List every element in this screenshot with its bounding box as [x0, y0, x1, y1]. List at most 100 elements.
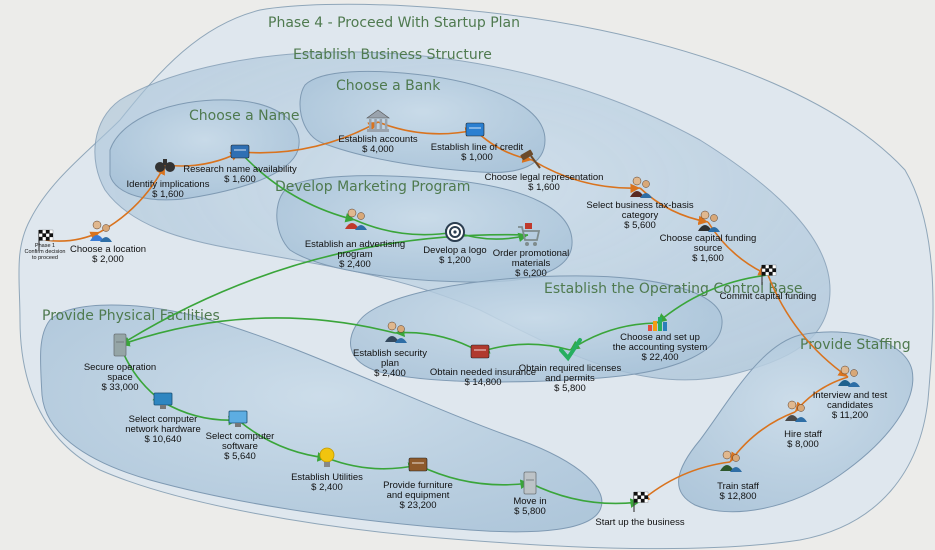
document-icon [470, 344, 490, 359]
link-train-to-startup [639, 461, 731, 503]
node-logo[interactable]: Develop a logo$ 1,200 [423, 222, 487, 266]
node-label-interview: $ 11,200 [832, 410, 868, 421]
node-label-movein: Move in [513, 496, 546, 507]
node-train[interactable]: Train staff$ 12,800 [717, 450, 759, 502]
businessman-icon [698, 210, 720, 232]
node-commit[interactable]: Commit capital funding [720, 264, 817, 302]
node-label-credit: Establish line of credit [431, 142, 524, 153]
node-label-taxbasis: $ 5,600 [624, 220, 656, 231]
bank-building-icon [366, 109, 390, 132]
node-label-accounts: Establish accounts [338, 134, 417, 145]
link-legal-to-taxbasis [531, 159, 641, 194]
node-movein[interactable]: Move in$ 5,800 [513, 471, 547, 517]
group-title-staffing: Provide Staffing [800, 337, 911, 353]
node-legal[interactable]: Choose legal representation$ 1,600 [485, 149, 604, 193]
node-label-movein: $ 5,800 [514, 506, 546, 517]
node-label-funding: $ 1,600 [692, 253, 724, 264]
node-label-startup: Start up the business [595, 517, 684, 528]
link-software-to-utilities [237, 419, 328, 462]
link-commit-to-interview [767, 274, 849, 378]
binoculars-icon [155, 159, 175, 172]
node-accounts[interactable]: Establish accounts$ 4,000 [338, 109, 418, 155]
node-label-identify: $ 1,600 [152, 189, 184, 200]
group-title-name: Choose a Name [189, 108, 299, 124]
group-regions [18, 3, 934, 550]
group-title-control: Establish the Operating Control Base [544, 281, 803, 297]
link-furniture-to-movein [417, 464, 531, 490]
node-label-legal: $ 1,600 [528, 182, 560, 193]
node-credit[interactable]: Establish line of credit$ 1,000 [431, 122, 524, 163]
monitor-icon [228, 410, 248, 427]
security-guard-icon [385, 321, 407, 343]
link-commit-to-accounting [656, 274, 769, 324]
node-label-hire: $ 8,000 [787, 439, 819, 450]
node-label-identify: Identify implications [127, 179, 210, 190]
refrigerator-icon [523, 471, 537, 495]
light-bulb-icon [319, 447, 335, 467]
link-movein-to-startup [529, 482, 641, 508]
node-label-phase1: to proceed [32, 255, 58, 261]
node-identify[interactable]: Identify implications$ 1,600 [127, 159, 210, 200]
shopping-cart-icon [518, 223, 541, 246]
node-label-interview: candidates [827, 400, 873, 411]
node-label-promo: materials [512, 258, 551, 269]
link-promo-to-space [119, 233, 529, 346]
group-region-control [349, 275, 723, 383]
node-label-licenses: and permits [545, 373, 595, 384]
group-titles: Phase 4 - Proceed With Startup Plan Esta… [42, 15, 911, 353]
group-title-business: Establish Business Structure [293, 47, 492, 63]
node-label-promo: Order promotional [493, 248, 570, 259]
node-location[interactable]: Choose a location$ 2,000 [70, 220, 146, 265]
node-label-furniture: and equipment [387, 490, 450, 501]
node-insurance[interactable]: Obtain needed insurance$ 14,800 [430, 344, 536, 388]
hiring-icon [785, 400, 807, 422]
node-startup[interactable]: Start up the business [595, 491, 685, 528]
node-label-logo: Develop a logo [423, 245, 486, 256]
node-label-phase1: Phase 1 [35, 243, 55, 249]
node-label-security: Establish security [353, 348, 427, 359]
node-hire[interactable]: Hire staff$ 8,000 [784, 400, 822, 450]
node-label-utilities: $ 2,400 [311, 482, 343, 493]
link-advertising-to-logo [354, 219, 456, 239]
businesswoman-icon [630, 176, 652, 198]
credit-card-icon [465, 122, 485, 137]
node-label-interview: Interview and test [813, 390, 888, 401]
node-label-accounting: the accounting system [613, 342, 708, 353]
target-icon [445, 222, 465, 242]
book-icon [230, 144, 250, 159]
node-label-software: software [222, 441, 258, 452]
node-label-advertising: Establish an advertising [305, 239, 405, 250]
node-label-security: plan [381, 358, 399, 369]
node-label-legal: Choose legal representation [485, 172, 604, 183]
node-label-funding: source [694, 243, 723, 254]
group-region-facilities [40, 304, 603, 533]
node-label-logo: $ 1,200 [439, 255, 471, 266]
teacher-icon [720, 450, 742, 472]
node-label-taxbasis: category [622, 210, 659, 221]
node-label-research: Research name availability [183, 164, 297, 175]
node-label-software: Select computer [206, 431, 275, 442]
node-label-advertising: $ 2,400 [339, 259, 371, 270]
node-label-utilities: Establish Utilities [291, 472, 363, 483]
node-label-location: Choose a location [70, 244, 146, 255]
node-research[interactable]: Research name availability$ 1,600 [183, 144, 297, 185]
node-label-licenses: Obtain required licenses [519, 363, 622, 374]
group-title-bank: Choose a Bank [336, 78, 441, 94]
node-utilities[interactable]: Establish Utilities$ 2,400 [291, 447, 363, 493]
node-label-software: $ 5,640 [224, 451, 256, 462]
